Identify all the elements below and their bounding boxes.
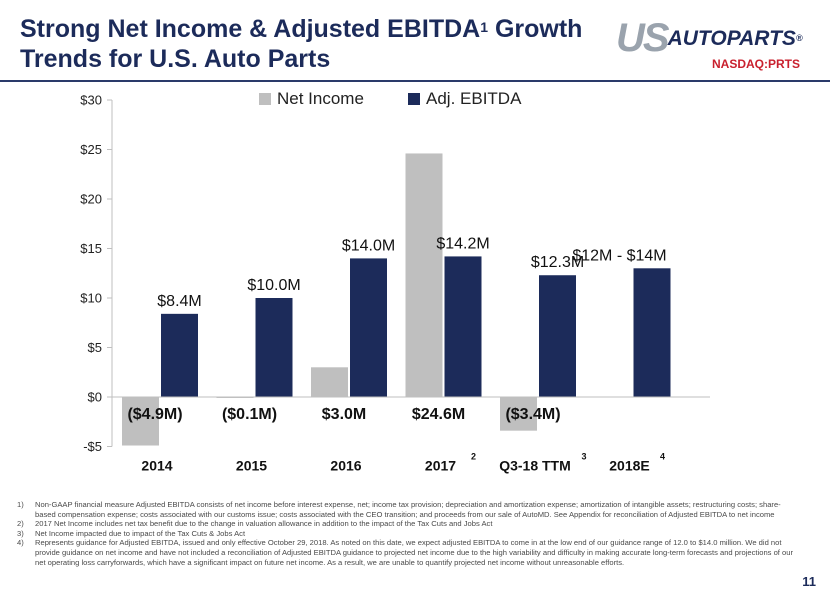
x-category-label: 2014 bbox=[141, 458, 172, 474]
ebitda-data-label: $12M - $14M bbox=[572, 247, 666, 264]
footnote-3: 3) Net Income impacted due to impact of t… bbox=[17, 528, 246, 538]
page-number: 11 bbox=[802, 574, 816, 589]
bar-chart: -$5 $0 $5 $10 $15 $20 $25 $30 $8.4M ($4.9M) $10.0M… bbox=[80, 89, 710, 474]
net-income-bar bbox=[311, 367, 348, 397]
y-tick-label: $0 bbox=[88, 390, 102, 405]
x-category-footnote-marker: 4 bbox=[660, 452, 665, 462]
ebitda-bar bbox=[350, 258, 387, 397]
page-title: Strong Net Income & Adjusted EBITDA1 Gro… bbox=[20, 14, 590, 74]
y-tick-label: $30 bbox=[80, 93, 102, 108]
ebitda-bar bbox=[161, 313, 198, 397]
footnotes: 1) Non-GAAP financial measure Adjusted EB… bbox=[17, 500, 797, 567]
title-line-2: Trends for U.S. Auto Parts bbox=[20, 45, 331, 73]
x-category-label: Q3-18 TTM bbox=[499, 458, 571, 474]
ebitda-data-label: $12.3M bbox=[531, 254, 584, 271]
ebitda-data-label: $8.4M bbox=[157, 293, 201, 310]
x-category-footnote-marker: 3 bbox=[581, 452, 586, 462]
y-tick-label: -$5 bbox=[83, 439, 102, 454]
x-category-label: 2015 bbox=[236, 458, 267, 474]
y-tick-label: $5 bbox=[88, 340, 102, 355]
ebitda-bar bbox=[633, 268, 671, 397]
x-category-footnote-marker: 2 bbox=[471, 452, 476, 462]
title-footnote-marker: 1 bbox=[480, 19, 489, 35]
y-tick-label: $10 bbox=[80, 291, 102, 306]
ebitda-bar bbox=[444, 256, 482, 397]
net-income-bar bbox=[405, 153, 443, 397]
legend-label-ebitda: Adj. EBITDA bbox=[426, 89, 522, 108]
footnote-2: 2) 2017 Net Income includes net tax benef… bbox=[17, 519, 493, 529]
net-income-bar bbox=[500, 397, 537, 431]
legend-swatch-ebitda bbox=[408, 93, 420, 105]
ebitda-data-label: $10.0M bbox=[247, 277, 300, 294]
net-income-data-label: ($4.9M) bbox=[127, 406, 182, 423]
y-tick-label: $25 bbox=[80, 142, 102, 157]
net-income-data-label: $3.0M bbox=[322, 406, 366, 423]
header-divider bbox=[0, 80, 830, 82]
y-tick-label: $20 bbox=[80, 192, 102, 207]
legend-swatch-net-income bbox=[259, 93, 271, 105]
net-income-data-label: $24.6M bbox=[412, 406, 465, 423]
company-logo: USAUTOPARTS® bbox=[616, 16, 816, 65]
x-category-label: 2016 bbox=[330, 458, 361, 474]
x-category-label: 2018E bbox=[609, 458, 649, 474]
ebitda-data-label: $14.2M bbox=[436, 235, 489, 252]
ticker-label: NASDAQ:PRTS bbox=[712, 57, 801, 71]
net-income-data-label: ($0.1M) bbox=[222, 406, 277, 423]
net-income-data-label: ($3.4M) bbox=[505, 406, 560, 423]
footnote-1: 1) Non-GAAP financial measure Adjusted EB… bbox=[17, 500, 781, 519]
logo-wordmark: USAUTOPARTS® bbox=[616, 16, 803, 60]
title-line-1: Strong Net Income & Adjusted EBITDA1 Gro… bbox=[20, 15, 583, 43]
y-tick-label: $15 bbox=[80, 241, 102, 256]
net-income-bar bbox=[122, 397, 159, 446]
ebitda-bar bbox=[539, 275, 576, 397]
ebitda-data-label: $14.0M bbox=[342, 237, 395, 254]
x-category-label: 2017 bbox=[425, 458, 456, 474]
ebitda-bar bbox=[255, 298, 293, 397]
footnote-4: 4) Represents guidance for Adjusted EBITD… bbox=[17, 538, 794, 567]
legend-label-net-income: Net Income bbox=[277, 89, 364, 108]
